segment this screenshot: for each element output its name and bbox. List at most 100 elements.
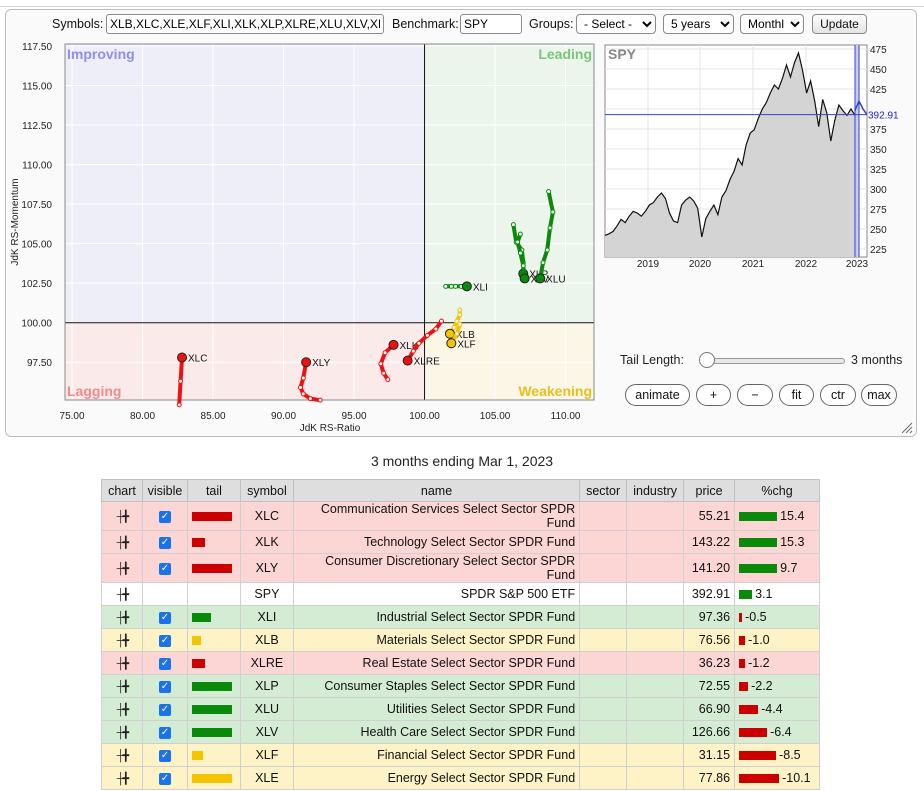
candlestick-icon[interactable]: ┼╋ — [116, 511, 130, 523]
groups-select[interactable]: - Select - — [576, 14, 656, 34]
fit-button[interactable]: fit — [779, 384, 814, 406]
col-symbol[interactable]: symbol — [239, 479, 294, 502]
period-select[interactable]: 5 years — [663, 14, 734, 34]
table-row[interactable]: ┼╋ ✓ XLC Communication Services Select Sect… — [101, 501, 820, 531]
col-chart[interactable]: chart — [101, 479, 143, 502]
visible-checkbox[interactable]: ✓ — [158, 536, 171, 549]
chart-cell[interactable]: ┼╋ — [101, 743, 143, 767]
visible-cell[interactable]: ✓ — [141, 651, 188, 675]
visible-cell[interactable]: ✓ — [141, 697, 188, 721]
tail-head[interactable] — [388, 339, 399, 350]
candlestick-icon[interactable]: ┼╋ — [116, 658, 130, 670]
col-tail[interactable]: tail — [186, 479, 241, 502]
rrg-tail-xlf[interactable]: XLF — [446, 321, 476, 350]
visible-checkbox[interactable]: ✓ — [158, 510, 171, 523]
tail-head[interactable] — [177, 352, 188, 363]
max-button[interactable]: max — [861, 384, 897, 406]
visible-cell[interactable]: ✓ — [141, 628, 188, 652]
table-row[interactable]: ┼╋ ✓ XLK Technology Select Sector SPDR Fund… — [101, 530, 820, 554]
visible-cell[interactable]: ✓ — [141, 501, 188, 531]
chart-cell[interactable]: ┼╋ — [101, 582, 143, 606]
table-row[interactable]: ┼╋ ✓ XLE Energy Select Sector SPDR Fund 77.8… — [101, 766, 820, 790]
visible-cell[interactable]: ✓ — [141, 720, 188, 744]
candlestick-icon[interactable]: ┼╋ — [116, 563, 130, 575]
tail-head[interactable] — [461, 281, 472, 292]
table-row[interactable]: ┼╋ ✓ XLB Materials Select Sector SPDR Fund 7… — [101, 628, 820, 652]
tail-head[interactable] — [402, 355, 413, 366]
chart-cell[interactable]: ┼╋ — [101, 651, 143, 675]
table-row[interactable]: ┼╋ ✓ XLP Consumer Staples Select Sector SPD… — [101, 674, 820, 698]
rrg-tail-xlre[interactable]: XLRE — [402, 318, 444, 368]
table-row[interactable]: ┼╋ ✓ XLV Health Care Select Sector SPDR Fun… — [101, 720, 820, 744]
visible-cell[interactable] — [141, 582, 188, 606]
rrg-tail-xlb[interactable]: XLB — [444, 307, 475, 341]
visible-checkbox[interactable]: ✓ — [158, 772, 171, 785]
col-price[interactable]: price — [683, 479, 736, 502]
chart-cell[interactable]: ┼╋ — [101, 766, 143, 790]
candlestick-icon[interactable]: ┼╋ — [116, 704, 130, 716]
visible-cell[interactable]: ✓ — [141, 605, 188, 629]
rrg-tail-xlk[interactable]: XLK — [378, 339, 419, 383]
chart-cell[interactable]: ┼╋ — [101, 501, 143, 531]
visible-cell[interactable]: ✓ — [141, 766, 188, 790]
table-row[interactable]: ┼╋ ✓ XLI Industrial Select Sector SPDR Fund… — [101, 605, 820, 629]
table-row[interactable]: ┼╋ ✓ XLY Consumer Discretionary Select Sect… — [101, 553, 820, 583]
tail-length-slider[interactable] — [700, 358, 845, 364]
candlestick-icon[interactable]: ┼╋ — [116, 612, 130, 624]
visible-cell[interactable]: ✓ — [141, 674, 188, 698]
rrg-tail-xly[interactable]: XLY — [297, 357, 331, 403]
candlestick-icon[interactable]: ┼╋ — [116, 589, 130, 601]
tail-length-slider-thumb[interactable] — [699, 352, 715, 368]
candlestick-icon[interactable]: ┼╋ — [116, 773, 130, 785]
visible-checkbox[interactable]: ✓ — [158, 726, 171, 739]
visible-checkbox[interactable]: ✓ — [158, 562, 171, 575]
rrg-tail-xlu[interactable]: XLU — [535, 188, 566, 285]
chart-cell[interactable]: ┼╋ — [101, 674, 143, 698]
visible-checkbox[interactable]: ✓ — [158, 657, 171, 670]
candlestick-icon[interactable]: ┼╋ — [116, 750, 130, 762]
col-visible[interactable]: visible — [141, 479, 188, 502]
tail-head[interactable] — [535, 273, 546, 284]
chart-cell[interactable]: ┼╋ — [101, 628, 143, 652]
col-chg[interactable]: %chg — [734, 479, 820, 502]
chart-cell[interactable]: ┼╋ — [101, 697, 143, 721]
chart-cell[interactable]: ┼╋ — [101, 605, 143, 629]
tail-head[interactable] — [519, 273, 530, 284]
candlestick-icon[interactable]: ┼╋ — [116, 727, 130, 739]
visible-checkbox[interactable]: ✓ — [158, 703, 171, 716]
zoom-out-button[interactable]: − — [737, 384, 773, 406]
table-row[interactable]: ┼╋ ✓ XLU Utilities Select Sector SPDR Fund 6… — [101, 697, 820, 721]
tail-head[interactable] — [301, 357, 312, 368]
symbols-input[interactable] — [106, 14, 384, 34]
visible-checkbox[interactable]: ✓ — [158, 634, 171, 647]
chart-cell[interactable]: ┼╋ — [101, 553, 143, 583]
col-sector[interactable]: sector — [579, 479, 628, 502]
update-button[interactable]: Update — [812, 14, 867, 34]
candlestick-icon[interactable]: ┼╋ — [116, 681, 130, 693]
visible-cell[interactable]: ✓ — [141, 743, 188, 767]
animate-button[interactable]: animate — [625, 384, 690, 406]
zoom-in-button[interactable]: + — [696, 384, 731, 406]
table-row[interactable]: ┼╋ ✓ XLF Financial Select Sector SPDR Fund 3… — [101, 743, 820, 767]
tail-head[interactable] — [446, 338, 457, 349]
col-name[interactable]: name — [292, 479, 581, 502]
visible-checkbox[interactable]: ✓ — [158, 680, 171, 693]
benchmark-input[interactable] — [460, 14, 522, 34]
table-row[interactable]: ┼╋ ✓ XLRE Real Estate Select Sector SPDR Fu… — [101, 651, 820, 675]
rrg-tail-xlc[interactable]: XLC — [176, 352, 207, 408]
center-button[interactable]: ctr — [820, 384, 856, 406]
resize-grip-icon[interactable] — [899, 420, 913, 434]
col-industry[interactable]: industry — [626, 479, 685, 502]
candlestick-icon[interactable]: ┼╋ — [116, 635, 130, 647]
rrg-tail-xli[interactable]: XLI — [443, 281, 488, 294]
chart-cell[interactable]: ┼╋ — [101, 720, 143, 744]
table-row[interactable]: ┼╋ SPY SPDR S&P 500 ETF 392.91 3.1 — [101, 582, 820, 606]
visible-cell[interactable]: ✓ — [141, 553, 188, 583]
visible-checkbox[interactable]: ✓ — [158, 611, 171, 624]
visible-checkbox[interactable]: ✓ — [158, 749, 171, 762]
interval-select[interactable]: Monthly — [740, 14, 804, 34]
candlestick-icon[interactable]: ┼╋ — [116, 537, 130, 549]
chart-cell[interactable]: ┼╋ — [101, 530, 143, 554]
visible-cell[interactable]: ✓ — [141, 530, 188, 554]
tail-head[interactable] — [444, 328, 455, 339]
